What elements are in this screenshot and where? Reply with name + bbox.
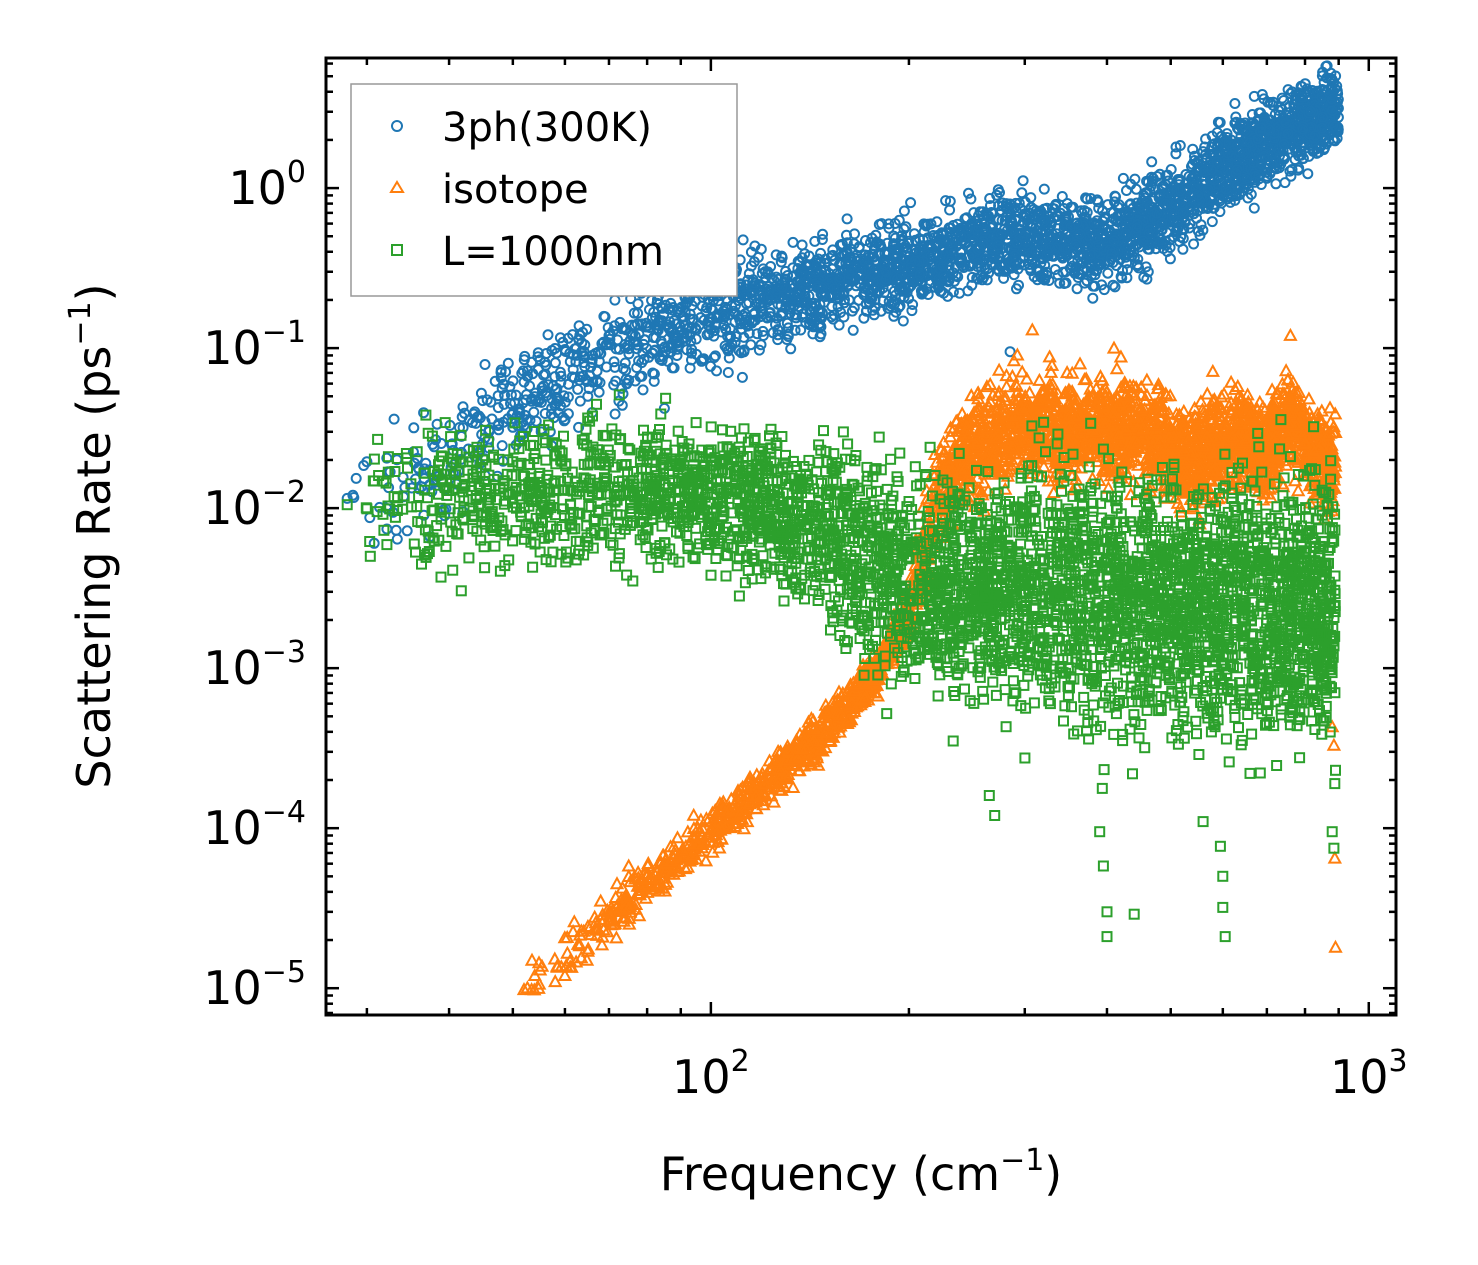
- data-point: [1109, 281, 1121, 293]
- data-point: [785, 343, 797, 355]
- data-point: [680, 298, 691, 310]
- data-point: [833, 319, 845, 331]
- data-point: [390, 524, 402, 536]
- data-point: [781, 317, 793, 329]
- data-point: [965, 193, 977, 205]
- data-point: [770, 249, 782, 261]
- data-point: [847, 324, 859, 336]
- data-point: [753, 344, 765, 356]
- data-point: [860, 235, 871, 246]
- data-point: [738, 344, 750, 356]
- data-point: [671, 305, 683, 317]
- data-point: [1194, 229, 1206, 241]
- data-point: [709, 350, 721, 362]
- data-point: [841, 213, 853, 225]
- data-point: [457, 422, 469, 434]
- data-point: [608, 356, 620, 368]
- data-point: [1017, 175, 1029, 187]
- data-point: [609, 361, 621, 373]
- data-point: [816, 234, 828, 245]
- data-point: [878, 287, 890, 299]
- data-point: [1189, 150, 1200, 162]
- data-point: [908, 228, 920, 240]
- data-point: [1107, 279, 1119, 291]
- data-point: [1146, 156, 1158, 168]
- data-point: [1286, 164, 1298, 175]
- data-point: [475, 387, 487, 399]
- data-point: [1302, 168, 1314, 180]
- data-point: [602, 322, 614, 334]
- data-point: [1208, 202, 1220, 214]
- data-point: [572, 383, 584, 395]
- data-point: [1021, 210, 1033, 222]
- data-point: [809, 235, 821, 247]
- data-point: [1321, 60, 1333, 72]
- data-point: [898, 205, 910, 217]
- data-point: [898, 223, 910, 235]
- data-point: [795, 324, 807, 336]
- data-point: [717, 313, 729, 325]
- data-point: [665, 297, 677, 309]
- data-point: [1286, 86, 1298, 98]
- data-point: [906, 305, 918, 317]
- data-point: [1016, 187, 1028, 199]
- data-point: [1164, 253, 1176, 265]
- data-point: [648, 375, 660, 387]
- data-point: [496, 440, 508, 452]
- data-point: [401, 525, 413, 537]
- data-point: [775, 256, 787, 268]
- data-point: [745, 246, 757, 258]
- data-point: [1019, 212, 1031, 223]
- data-point: [633, 355, 645, 367]
- data-point: [963, 187, 974, 199]
- data-point: [542, 329, 554, 341]
- data-point: [907, 299, 919, 310]
- data-point: [350, 472, 362, 484]
- data-point: [940, 195, 952, 207]
- data-point: [418, 407, 430, 419]
- data-point: [1188, 238, 1200, 250]
- data-point: [827, 244, 839, 256]
- data-point: [984, 193, 996, 204]
- data-point: [1197, 146, 1209, 158]
- data-point: [1057, 241, 1068, 253]
- data-point: [1043, 275, 1055, 286]
- data-point: [736, 371, 748, 383]
- data-point: [858, 312, 870, 324]
- data-point: [520, 394, 532, 406]
- data-point: [1038, 183, 1050, 195]
- data-point: [619, 357, 631, 369]
- data-point: [408, 422, 420, 434]
- data-point: [638, 353, 650, 365]
- data-point: [883, 296, 895, 307]
- data-point: [555, 370, 567, 382]
- data-point: [479, 359, 491, 370]
- data-point: [637, 384, 649, 396]
- data-point: [454, 422, 465, 433]
- data-point: [724, 323, 736, 335]
- data-point: [807, 328, 819, 340]
- data-point: [1285, 170, 1297, 182]
- data-point: [573, 421, 585, 433]
- data-layer: [341, 60, 1344, 996]
- data-point: [757, 325, 769, 337]
- data-point: [1125, 198, 1137, 210]
- data-point: [519, 350, 531, 362]
- data-point: [581, 376, 593, 387]
